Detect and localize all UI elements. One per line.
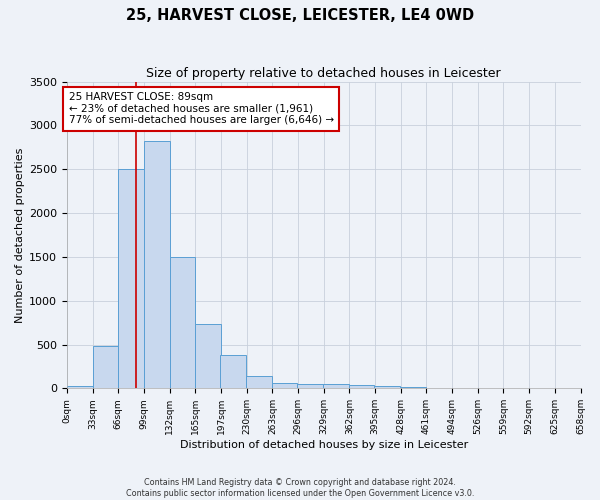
Bar [144, 142, 170, 388]
Bar [92, 346, 118, 389]
Text: 25 HARVEST CLOSE: 89sqm
← 23% of detached houses are smaller (1,961)
77% of semi: 25 HARVEST CLOSE: 89sqm ← 23% of detache… [68, 92, 334, 126]
Bar [246, 376, 272, 388]
Bar [170, 257, 196, 388]
Bar [196, 324, 221, 388]
Bar [298, 384, 323, 388]
Bar [118, 170, 144, 388]
Y-axis label: Number of detached properties: Number of detached properties [15, 148, 25, 322]
Bar [349, 385, 374, 388]
Title: Size of property relative to detached houses in Leicester: Size of property relative to detached ho… [146, 68, 501, 80]
X-axis label: Distribution of detached houses by size in Leicester: Distribution of detached houses by size … [179, 440, 468, 450]
Text: 25, HARVEST CLOSE, LEICESTER, LE4 0WD: 25, HARVEST CLOSE, LEICESTER, LE4 0WD [126, 8, 474, 22]
Bar [67, 386, 92, 388]
Bar [374, 386, 400, 388]
Text: Contains HM Land Registry data © Crown copyright and database right 2024.
Contai: Contains HM Land Registry data © Crown c… [126, 478, 474, 498]
Bar [220, 355, 246, 388]
Bar [323, 384, 349, 388]
Bar [400, 386, 425, 388]
Bar [272, 383, 298, 388]
